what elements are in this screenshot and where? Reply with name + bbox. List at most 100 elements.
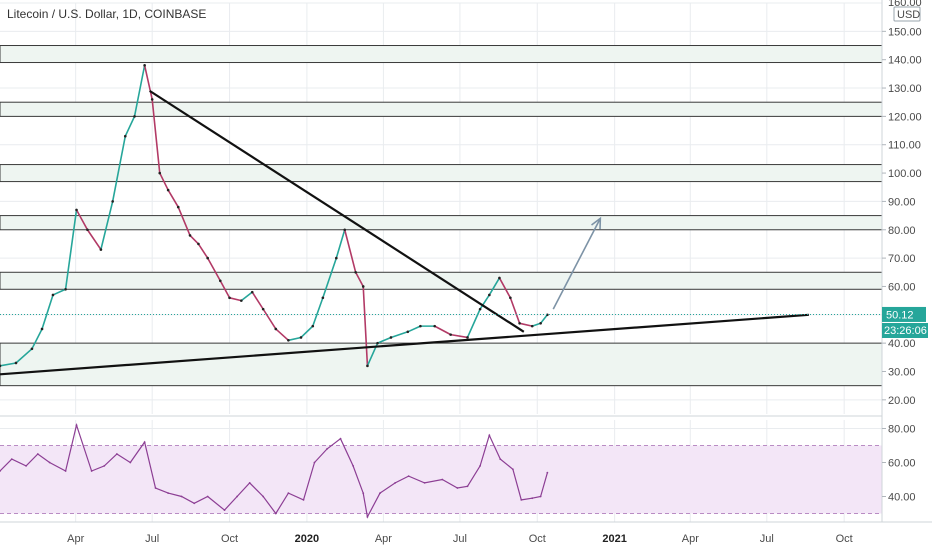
price-segment-19 bbox=[197, 243, 209, 259]
rsi-point-44 bbox=[546, 471, 549, 474]
price-point-1 bbox=[14, 361, 18, 365]
price-tick-label-4: 60.00 bbox=[888, 281, 916, 293]
price-point-32 bbox=[354, 270, 357, 274]
time-tick-label-6: Oct bbox=[529, 533, 546, 545]
price-segment-27 bbox=[287, 336, 302, 342]
rsi-point-14 bbox=[180, 495, 183, 498]
chart-title: Litecoin / U.S. Dollar, 1D, COINBASE bbox=[7, 7, 206, 21]
price-point-43 bbox=[488, 293, 491, 297]
price-segment-5 bbox=[52, 288, 67, 296]
countdown-label: 23:26:06 bbox=[884, 325, 927, 337]
price-segment-13 bbox=[143, 64, 153, 101]
price-segment-41 bbox=[449, 333, 469, 339]
price-tick-label-7: 90.00 bbox=[888, 196, 916, 208]
price-segment-21 bbox=[219, 279, 231, 299]
price-segment-32 bbox=[343, 228, 357, 274]
price-segment-36 bbox=[376, 336, 392, 344]
price-tick-label-8: 100.00 bbox=[888, 168, 922, 180]
price-segment-31 bbox=[335, 228, 346, 259]
price-point-12 bbox=[143, 64, 146, 67]
rsi-point-36 bbox=[466, 485, 469, 488]
price-point-18 bbox=[197, 242, 200, 246]
price-segment-3 bbox=[31, 328, 43, 350]
price-segment-28 bbox=[300, 325, 314, 339]
rsi-point-7 bbox=[90, 470, 93, 472]
price-tick-label-2: 40.00 bbox=[888, 338, 916, 350]
price-point-42 bbox=[478, 307, 482, 311]
arrow-head bbox=[591, 216, 602, 230]
price-point-17 bbox=[188, 234, 192, 237]
price-segment-38 bbox=[406, 325, 422, 333]
price-point-28 bbox=[311, 324, 315, 328]
price-segment-16 bbox=[167, 189, 180, 208]
last-price-label: 50.12 bbox=[886, 309, 914, 321]
price-segment-18 bbox=[189, 234, 200, 245]
trendline-0 bbox=[0, 313, 809, 376]
price-point-3 bbox=[40, 327, 44, 331]
rsi-point-31 bbox=[394, 482, 397, 484]
price-point-23 bbox=[250, 290, 254, 294]
price-point-6 bbox=[75, 208, 78, 212]
time-tick-label-5: Jul bbox=[453, 533, 467, 545]
axes bbox=[0, 0, 932, 523]
price-tick-label-top: 160.00 bbox=[888, 0, 922, 9]
price-point-11 bbox=[133, 115, 136, 118]
rsi-point-0 bbox=[0, 470, 1, 472]
price-segment-26 bbox=[274, 328, 290, 342]
rsi-point-19 bbox=[248, 482, 251, 484]
resistance-zone-3 bbox=[0, 215, 883, 231]
rsi-point-38 bbox=[488, 434, 491, 437]
price-point-34 bbox=[366, 364, 369, 368]
time-tick-label-3: 2020 bbox=[295, 533, 319, 545]
currency-label: USD bbox=[897, 9, 920, 21]
rsi-point-11 bbox=[143, 441, 146, 443]
price-segment-4 bbox=[41, 294, 54, 330]
projection-arrow[interactable] bbox=[0, 216, 882, 315]
price-point-10 bbox=[123, 134, 127, 138]
price-point-37 bbox=[406, 330, 410, 334]
price-tick-label-9: 110.00 bbox=[888, 140, 921, 152]
price-tick-label-11: 130.00 bbox=[888, 83, 922, 95]
rsi-tick-label-1: 60.00 bbox=[888, 458, 916, 470]
rsi-point-21 bbox=[274, 512, 277, 515]
price-tick-label-10: 120.00 bbox=[888, 111, 922, 123]
rsi-point-23 bbox=[302, 499, 305, 501]
price-segment-30 bbox=[322, 257, 338, 299]
price-axis-ticks: 20.0030.0040.0050.0060.0070.0080.0090.00… bbox=[882, 0, 922, 407]
price-segment-10 bbox=[111, 135, 127, 203]
price-segment-34 bbox=[362, 285, 369, 367]
rsi-point-12 bbox=[154, 487, 157, 489]
price-point-39 bbox=[433, 324, 436, 328]
time-tick-label-10: Oct bbox=[836, 533, 853, 545]
currency-badge[interactable]: USD bbox=[893, 6, 921, 22]
price-segment-2 bbox=[15, 348, 33, 364]
price-segment-20 bbox=[206, 257, 222, 282]
rsi-point-16 bbox=[206, 495, 209, 498]
rsi-point-22 bbox=[287, 492, 290, 494]
price-segment-29 bbox=[311, 296, 324, 327]
resistance-zone-2 bbox=[0, 164, 883, 183]
rsi-point-43 bbox=[539, 495, 542, 498]
price-point-24 bbox=[261, 307, 265, 311]
price-point-20 bbox=[218, 279, 222, 283]
price-point-46 bbox=[518, 321, 521, 325]
price-point-38 bbox=[419, 324, 422, 328]
rsi-point-8 bbox=[103, 465, 106, 467]
rsi-point-25 bbox=[326, 448, 328, 450]
rsi-point-27 bbox=[352, 465, 355, 467]
arrow-shaft bbox=[552, 218, 602, 310]
time-tick-label-8: Apr bbox=[682, 533, 699, 545]
price-tick-label-12: 140.00 bbox=[888, 55, 922, 67]
trendlines[interactable] bbox=[0, 89, 809, 376]
price-segment-11 bbox=[124, 115, 136, 138]
price-point-31 bbox=[343, 228, 347, 232]
price-segment-42 bbox=[466, 308, 481, 339]
price-segment-46 bbox=[509, 296, 521, 325]
rsi-point-17 bbox=[223, 509, 226, 511]
price-point-14 bbox=[158, 171, 162, 175]
price-point-5 bbox=[64, 287, 67, 291]
rsi-point-20 bbox=[262, 495, 265, 498]
rsi-point-5 bbox=[64, 470, 67, 472]
price-tick-label-0: 20.00 bbox=[888, 395, 916, 407]
